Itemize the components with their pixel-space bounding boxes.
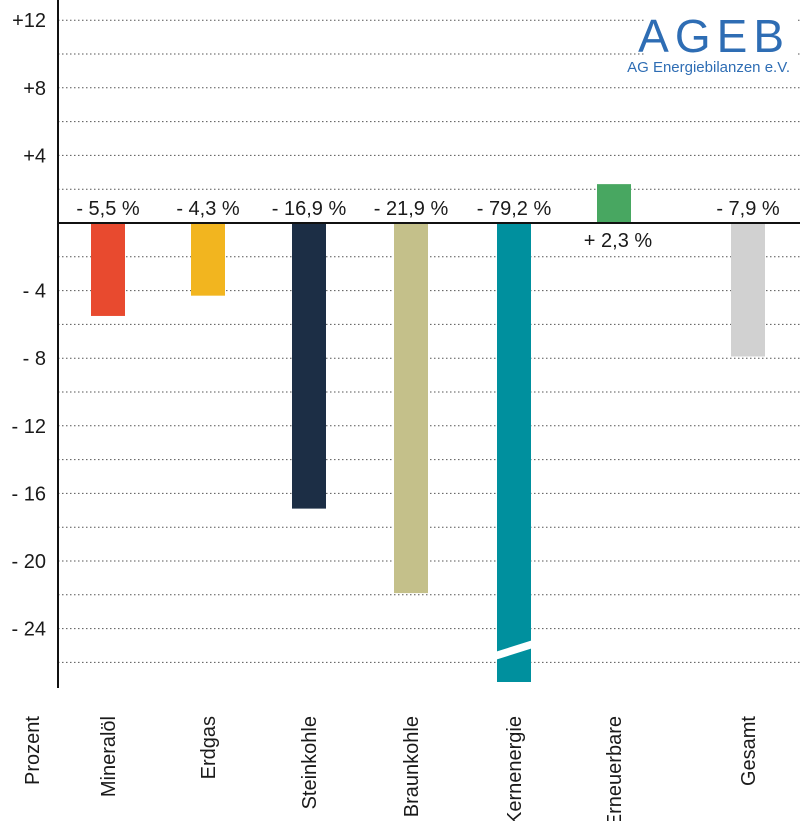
y-tick-label: - 12 xyxy=(12,416,46,438)
y-tick-label: - 16 xyxy=(12,483,46,505)
category-label: Mineralöl xyxy=(98,716,120,797)
value-label: - 7,9 % xyxy=(716,198,780,220)
grid-lines xyxy=(58,19,800,663)
category-label: Steinkohle xyxy=(299,716,321,809)
value-label: - 79,2 % xyxy=(477,198,552,220)
value-label: - 21,9 % xyxy=(374,198,449,220)
ageb-logo: AGEB AG Energiebilanzen e.V. xyxy=(627,6,796,76)
y-tick-label: +8 xyxy=(23,78,46,100)
value-label: - 4,3 % xyxy=(176,198,240,220)
axis-break-mark xyxy=(495,640,533,660)
bar-steinkohle xyxy=(292,223,326,509)
bars xyxy=(91,184,765,682)
category-label: Braunkohle xyxy=(401,716,423,817)
category-labels: Mineralöl Erdgas Steinkohle Braunkohle Kerne… xyxy=(22,716,760,821)
value-label: + 2,3 % xyxy=(584,230,653,252)
bar-gesamt xyxy=(731,223,765,357)
category-label: Gesamt xyxy=(738,716,760,786)
axes xyxy=(57,0,800,688)
y-tick-label: - 8 xyxy=(23,348,46,370)
logo-subtitle: AG Energiebilanzen e.V. xyxy=(627,59,790,76)
bar-erneuerbare xyxy=(597,184,631,223)
bar-mineralöl xyxy=(91,223,125,316)
logo-wordmark: AGEB xyxy=(638,10,790,62)
value-label: - 5,5 % xyxy=(76,198,140,220)
y-tick-label: - 4 xyxy=(23,281,46,303)
y-tick-labels: +12 +8 +4 - 4 - 8 - 12 - 16 - 20 - 24 xyxy=(12,10,46,640)
y-axis-label: Prozent xyxy=(22,716,44,785)
value-labels: - 5,5 % - 4,3 % - 16,9 % - 21,9 % - 79,2 % + … xyxy=(76,198,780,252)
category-label: Kernenergie xyxy=(504,716,526,821)
value-label: - 16,9 % xyxy=(272,198,347,220)
y-tick-label: +4 xyxy=(23,145,46,167)
bar-braunkohle xyxy=(394,223,428,594)
bar-erdgas xyxy=(191,223,225,296)
y-tick-label: - 20 xyxy=(12,551,46,573)
bar-kernenergie xyxy=(497,223,531,682)
y-tick-label: +12 xyxy=(12,10,46,32)
category-label: Erdgas xyxy=(198,716,220,779)
category-label: Erneuerbare xyxy=(604,716,626,821)
y-tick-label: - 24 xyxy=(12,619,46,641)
